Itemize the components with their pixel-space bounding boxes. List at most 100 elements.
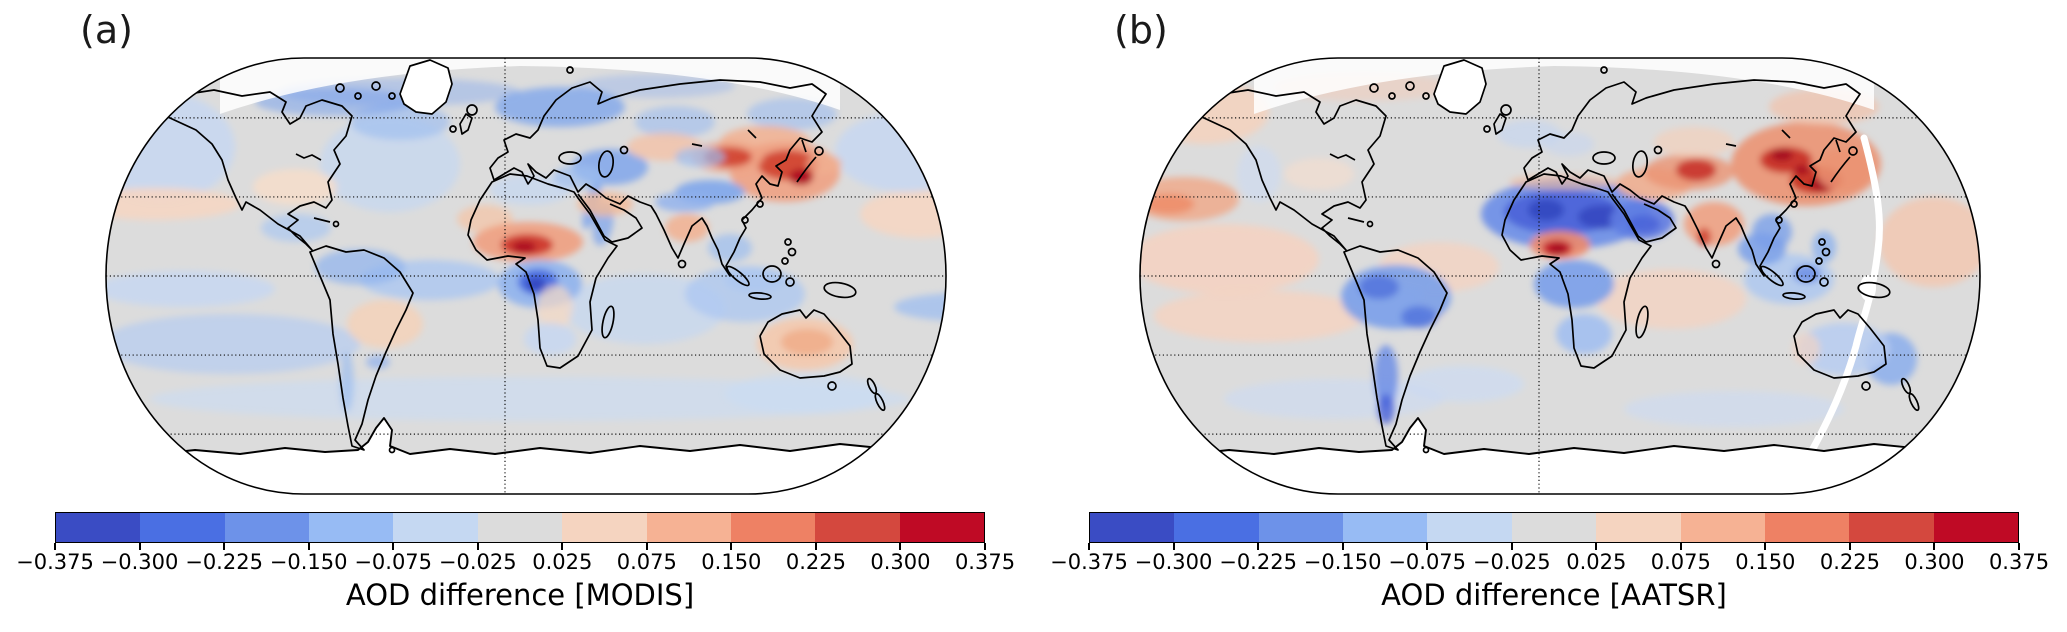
colorbar-tick-label: −0.075: [1388, 550, 1467, 574]
colorbar-tick: [223, 543, 226, 550]
aod-anomaly-patch: [655, 192, 715, 212]
aod-anomaly-patch: [675, 147, 725, 167]
aod-anomaly-patch: [320, 116, 460, 212]
colorbar-segment: [1258, 513, 1344, 542]
antarctica-no-data: [1154, 418, 1964, 494]
colorbar-segment: [730, 513, 816, 542]
colorbar-segment: [393, 513, 478, 542]
colorbar-tick-label: 0.075: [616, 550, 677, 574]
aod-anomaly-patch: [1401, 306, 1437, 328]
panel-b: (b) −0.375 −0.300 −0.225 −0.150 −0.075 −0.025…: [1034, 0, 2067, 632]
world-map-modis: [105, 57, 947, 495]
aod-anomaly-patch: [150, 377, 910, 421]
colorbar-title-modis: AOD difference [MODIS]: [345, 578, 695, 612]
colorbar-tick: [1595, 543, 1598, 550]
aod-anomaly-patch: [1879, 197, 1980, 287]
aod-anomaly-patch: [565, 274, 725, 344]
colorbar-tick: [392, 543, 395, 550]
colorbar-tick-label: −0.025: [1472, 550, 1551, 574]
colorbar-tick: [54, 543, 56, 550]
aod-anomaly-patch: [1794, 165, 1810, 175]
colorbar-tick: [138, 543, 141, 550]
colorbar-tick: [1679, 543, 1682, 550]
aod-anomaly-patch: [366, 355, 390, 369]
colorbar-tick-label: 0.225: [785, 550, 846, 574]
aod-anomaly-patch: [315, 249, 405, 285]
aod-anomaly-patch: [1544, 132, 1594, 156]
colorbar-tick: [1848, 543, 1851, 550]
map-outline: [1139, 57, 1981, 495]
colorbar-labels-aatsr: −0.375 −0.300 −0.225 −0.150 −0.075 −0.025 0.02…: [1050, 550, 2049, 576]
greenland-no-data: [400, 60, 452, 114]
antarctica-no-data: [120, 418, 930, 494]
aod-anomaly-patch: [1812, 231, 1836, 263]
aod-anomaly-patch: [524, 323, 576, 355]
arctic-no-data: [220, 58, 840, 114]
colorbar-labels-modis: −0.375 −0.300 −0.225 −0.150 −0.075 −0.025 0.02…: [16, 550, 1015, 576]
colorbar-tick: [1172, 543, 1175, 550]
colorbar-segment: [1343, 513, 1428, 542]
colorbar-segment: [56, 513, 141, 542]
aod-anomaly-patch: [1237, 146, 1281, 202]
aod-anomaly-patch: [1628, 215, 1660, 233]
colorbar-segment: [224, 513, 310, 542]
colorbar-tick-label: −0.375: [1050, 550, 1128, 574]
colorbar-tick: [730, 543, 733, 550]
colorbar-segment: [309, 513, 394, 542]
colorbar-segment: [1849, 513, 1934, 542]
colorbar-tick-label: 0.150: [701, 550, 762, 574]
colorbar-tick: [984, 543, 986, 550]
aod-anomaly-patch: [495, 87, 625, 127]
aod-anomaly-patches: [106, 74, 946, 421]
aod-anomaly-patch: [1144, 194, 1194, 214]
aod-anomaly-patch: [575, 74, 735, 98]
aod-anomaly-patch: [553, 165, 603, 189]
aod-anomaly-patch: [747, 98, 837, 130]
colorbar-ticks-modis: [54, 543, 986, 551]
colorbar-tick-label: 0.375: [954, 550, 1016, 574]
aod-anomaly-patch: [1377, 394, 1395, 424]
colorbar-segment: [1680, 513, 1765, 542]
aod-anomaly-patch: [106, 314, 360, 374]
colorbar-tick-label: 0.075: [1650, 550, 1711, 574]
panel-a: (a) −0.375 −0.300 −0.225 −0.150 −0.075 −0.025…: [0, 0, 1033, 632]
aod-anomaly-patch: [1556, 314, 1612, 354]
aod-anomaly-patch: [255, 88, 415, 116]
aod-anomaly-patch: [1528, 199, 1564, 221]
aod-anomaly-patch: [1752, 214, 1792, 250]
aod-anomaly-patch: [635, 106, 715, 138]
colorbar-segment: [477, 513, 563, 542]
colorbar-segment: [1933, 513, 2018, 542]
colorbar-tick: [2018, 543, 2020, 550]
panel-b-label: (b): [1114, 8, 1168, 52]
aod-anomaly-patch: [1771, 149, 1793, 161]
aod-anomaly-patch: [512, 241, 536, 253]
colorbar-segment: [140, 513, 225, 542]
aod-anomaly-patch: [781, 329, 833, 355]
aod-anomaly-patch: [1154, 290, 1364, 342]
colorbar-segment: [1090, 513, 1175, 542]
colorbar-tick-label: −0.025: [438, 550, 517, 574]
colorbar-tick-label: −0.225: [185, 550, 263, 574]
colorbar-segment: [1511, 513, 1597, 542]
aod-anomaly-patch: [577, 192, 633, 216]
aod-anomaly-patch: [894, 293, 946, 321]
colorbar-tick-label: −0.375: [16, 550, 94, 574]
aod-anomaly-patch: [1676, 159, 1716, 181]
colorbar-segment: [1596, 513, 1681, 542]
graticule: [1140, 58, 1980, 494]
colorbar-tick-label: −0.225: [1219, 550, 1297, 574]
colorbar-tick-label: 0.025: [532, 550, 593, 574]
world-map-aatsr: [1139, 57, 1981, 495]
colorbar-tick-label: −0.150: [1303, 550, 1382, 574]
aod-anomaly-patch: [253, 169, 337, 205]
colorbar-tick-label: 0.375: [1988, 550, 2050, 574]
aod-anomaly-patches: [1140, 73, 1980, 427]
colorbar-tick: [1257, 543, 1260, 550]
colorbar-tick: [1341, 543, 1344, 550]
aod-anomaly-patch: [806, 154, 842, 174]
colorbar-segment: [899, 513, 984, 542]
aod-anomaly-patch: [1684, 202, 1744, 246]
aod-anomaly-patch: [340, 352, 354, 412]
